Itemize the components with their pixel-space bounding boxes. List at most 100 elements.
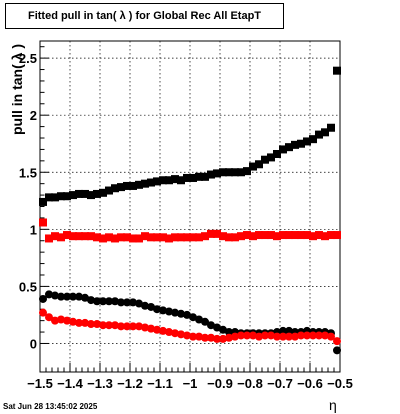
data-point (237, 331, 245, 340)
data-point (165, 307, 173, 316)
data-point (237, 168, 245, 177)
data-point (81, 318, 89, 327)
data-point (195, 233, 203, 242)
data-point (75, 189, 83, 198)
data-point (279, 145, 287, 154)
data-point (207, 170, 215, 179)
data-point (51, 291, 59, 300)
x-tick-label: −1.5 (27, 376, 53, 391)
data-point (249, 232, 257, 241)
data-point (213, 323, 221, 332)
data-point (63, 292, 71, 301)
data-point (237, 232, 245, 241)
x-tick-label: −1.2 (117, 376, 143, 391)
data-point (135, 234, 143, 243)
data-point (141, 179, 149, 188)
data-point (105, 233, 113, 242)
data-point (153, 325, 161, 334)
data-point (303, 331, 311, 340)
data-point (117, 183, 125, 192)
data-point (213, 229, 221, 238)
data-point (165, 176, 173, 185)
data-point (303, 231, 311, 240)
data-point (315, 331, 323, 340)
data-point (303, 137, 311, 146)
data-point (285, 143, 293, 152)
data-point (243, 167, 251, 176)
data-point (285, 326, 293, 335)
data-point (129, 298, 137, 307)
data-point (195, 172, 203, 181)
datestamp: Sat Jun 28 13:45:02 2025 (3, 402, 98, 411)
data-point (243, 231, 251, 240)
data-point (57, 192, 65, 201)
data-point (111, 184, 119, 193)
x-axis-label: η (329, 397, 337, 413)
data-point (39, 308, 47, 317)
data-point (45, 290, 53, 299)
x-tick-label: −0.8 (237, 376, 263, 391)
data-point (99, 297, 107, 306)
x-tick-label: −1 (183, 376, 198, 391)
data-point (267, 331, 275, 340)
data-point (87, 232, 95, 241)
data-point (177, 176, 185, 185)
data-point (105, 321, 113, 330)
data-point (297, 139, 305, 148)
data-point (225, 333, 233, 342)
data-point (63, 231, 71, 240)
x-tick-label: −1.3 (87, 376, 113, 391)
data-point (93, 297, 101, 306)
data-point (63, 316, 71, 325)
data-point (165, 328, 173, 337)
data-point (39, 197, 47, 206)
data-point (69, 191, 77, 200)
data-point (183, 173, 191, 182)
data-point (123, 233, 131, 242)
data-point (75, 318, 83, 327)
data-point (141, 232, 149, 241)
series-3 (39, 308, 341, 346)
data-point (105, 186, 113, 195)
data-point (69, 232, 77, 241)
data-point (99, 321, 107, 330)
chart-title: Fitted pull in tan( λ ) for Global Rec A… (27, 10, 262, 22)
data-point (141, 323, 149, 332)
data-point (309, 135, 317, 144)
data-point (153, 233, 161, 242)
data-point (195, 315, 203, 324)
data-point (57, 292, 65, 301)
data-point (315, 130, 323, 139)
data-point (201, 317, 209, 326)
data-point (183, 331, 191, 340)
data-point (291, 332, 299, 341)
data-point (231, 332, 239, 341)
data-point (297, 331, 305, 340)
data-point (111, 234, 119, 243)
data-point (255, 231, 263, 240)
data-point (189, 313, 197, 322)
data-point (69, 317, 77, 326)
data-point (81, 232, 89, 241)
data-point (123, 322, 131, 331)
data-point (129, 322, 137, 331)
y-tick-label: 2.5 (19, 51, 37, 66)
data-point (321, 128, 329, 137)
x-tick-label: −0.6 (297, 376, 323, 391)
data-point (225, 328, 233, 337)
data-point (165, 234, 173, 243)
data-point (87, 296, 95, 305)
data-point (309, 331, 317, 340)
y-tick-label: 0 (30, 336, 37, 351)
data-point (243, 331, 251, 340)
y-tick-label: 2 (30, 108, 37, 123)
data-point (141, 301, 149, 310)
y-tick-label: 0.5 (19, 279, 37, 294)
data-point (219, 168, 227, 177)
data-point (267, 153, 275, 162)
y-tick-label: 1 (30, 222, 37, 237)
data-point (93, 189, 101, 198)
data-point (105, 297, 113, 306)
data-point (333, 66, 341, 75)
